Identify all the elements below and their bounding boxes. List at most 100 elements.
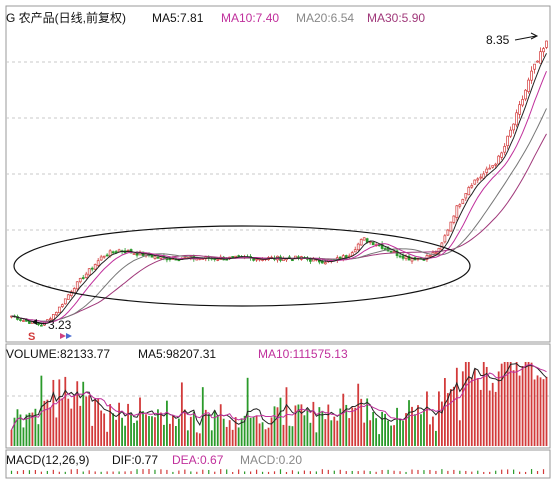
volume-bar: [369, 420, 372, 446]
price-layer: [10, 40, 548, 327]
volume-bar: [345, 404, 348, 446]
macd-bar: [285, 471, 288, 474]
ma30-readout: MA30:5.90: [367, 11, 425, 25]
macd-bar: [148, 469, 150, 474]
volume-bar: [70, 408, 73, 446]
volume-bar: [139, 397, 141, 446]
marker-triangle-1: [60, 333, 66, 339]
macd-bar: [16, 471, 19, 474]
macd-bar: [178, 470, 180, 474]
volume-bar: [530, 362, 533, 446]
candle-body: [359, 239, 363, 246]
macd-bar: [423, 470, 425, 474]
consolidation-ellipse: [13, 225, 471, 307]
candle-body: [497, 155, 501, 165]
macd-bar: [226, 469, 228, 474]
macd-bar: [387, 469, 389, 474]
macd-bar: [477, 470, 479, 474]
candle-body: [452, 215, 456, 223]
volume-bar: [13, 417, 16, 446]
macd-bar: [190, 471, 192, 474]
macd-bar: [10, 470, 13, 474]
candle-body: [66, 294, 70, 300]
volume-bar: [473, 369, 476, 446]
macd-bar: [357, 471, 359, 474]
volume-bar: [533, 379, 536, 446]
volume-ma10-line: [11, 364, 547, 431]
volume-bar: [381, 411, 384, 446]
macd-bar: [273, 471, 276, 474]
volume-bar: [491, 382, 494, 446]
volume-bar: [438, 391, 440, 446]
volume-bar: [28, 412, 31, 446]
candle-body: [282, 258, 285, 262]
macd-bar: [363, 470, 365, 474]
volume-bar: [527, 362, 530, 446]
macd-value: MACD:0.20: [240, 453, 302, 467]
volume-bar: [228, 420, 231, 446]
macd-bar: [530, 469, 533, 474]
volume-bar: [282, 424, 285, 446]
volume-bar: [393, 425, 395, 446]
candle-body: [63, 298, 67, 305]
volume-bar: [309, 422, 312, 446]
macd-bar: [166, 469, 168, 474]
volume-bar: [61, 398, 64, 446]
macd-bar: [291, 470, 294, 474]
ma5-readout: MA5:7.81: [152, 11, 204, 25]
volume-bar: [186, 430, 189, 446]
macd-bar: [309, 471, 311, 474]
volume-bar: [536, 375, 539, 446]
macd-bar: [244, 471, 246, 474]
volume-bar: [106, 431, 109, 446]
candle-body: [404, 256, 408, 259]
macd-bar: [154, 469, 156, 474]
candle-body: [458, 204, 462, 207]
candle-body: [494, 163, 498, 166]
candle-body: [383, 248, 387, 250]
candle-body: [470, 185, 474, 188]
volume-bar: [411, 406, 413, 446]
volume-bar: [207, 414, 210, 446]
candle-body: [344, 255, 348, 258]
candle-body: [464, 193, 468, 199]
volume-bar: [357, 383, 360, 446]
volume-bar: [512, 370, 515, 446]
volume-bar: [145, 414, 147, 446]
candle-body: [51, 314, 55, 320]
volume-bar: [485, 366, 488, 446]
volume-bar: [288, 425, 291, 446]
candle-body: [231, 256, 235, 258]
volume-bar: [34, 408, 37, 446]
macd-bar: [100, 471, 102, 474]
macd-bar: [345, 471, 347, 474]
macd-bar: [489, 471, 491, 474]
candle-body: [371, 242, 375, 246]
macd-bar: [315, 471, 317, 474]
volume-bar: [240, 418, 243, 446]
candle-body: [389, 250, 393, 253]
volume-bar: [399, 419, 401, 446]
volume-bar: [327, 404, 330, 446]
candle-body: [398, 255, 402, 258]
ma10-line: [11, 71, 547, 323]
candle-body: [461, 199, 465, 204]
volume-bar: [515, 362, 518, 446]
macd-bar: [261, 471, 264, 474]
candle-body: [93, 264, 97, 270]
macd-bar: [22, 470, 25, 474]
macd-bar: [76, 469, 78, 474]
macd-params: MACD(12,26,9): [6, 453, 89, 467]
macd-bar: [435, 470, 437, 474]
volume-bar: [321, 410, 324, 446]
low-price-label: 3.23: [48, 318, 72, 332]
volume-bar: [258, 423, 261, 446]
candle-body: [410, 258, 414, 262]
candle-body: [81, 277, 85, 279]
macd-dif: DIF:0.77: [112, 453, 158, 467]
candle-body: [54, 312, 58, 316]
volume-bar: [222, 418, 225, 446]
candle-body: [132, 253, 136, 255]
volume-bar: [55, 417, 58, 446]
